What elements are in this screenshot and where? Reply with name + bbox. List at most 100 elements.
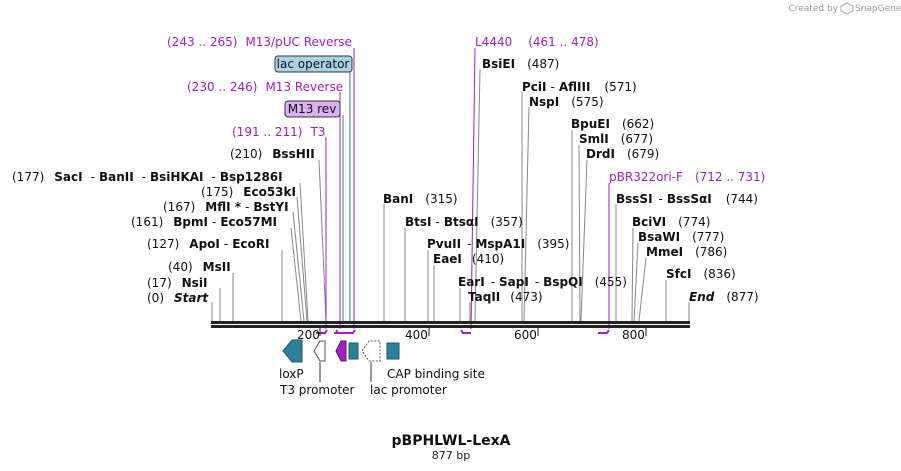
feature-lac-promoter-arrow[interactable] [361, 340, 381, 362]
site-bsti-sep: - [436, 215, 440, 229]
site-eco53ki-num: (175) [201, 185, 233, 199]
site-bsssi[interactable]: BssSI - BssSαI (744) [616, 192, 758, 206]
lac-operator-label[interactable]: lac operator [274, 55, 353, 73]
site-bpmi-sep: - [212, 215, 216, 229]
site-smli[interactable]: SmlI (677) [579, 132, 653, 146]
site-bcivi-num: (774) [678, 215, 710, 229]
site-mspa1i-name: MspA1I [475, 237, 525, 251]
feature-t3-promoter-arrow[interactable] [313, 340, 326, 362]
site-end-name: End [689, 290, 715, 304]
site-btsai-name: BtsαI [444, 215, 479, 229]
primer-m13rev[interactable]: (230 .. 246) M13 Reverse [187, 80, 343, 94]
site-saci-sep2: - [142, 170, 146, 184]
feature-cap-site-box[interactable] [386, 342, 400, 360]
primer-pbr322[interactable]: pBR322ori-F (712 .. 731) [609, 170, 765, 184]
credit-prefix: Created by [788, 4, 838, 14]
site-bpuei[interactable]: BpuEI (662) [571, 117, 654, 131]
site-bsti[interactable]: BtsI - BtsαI (357) [405, 215, 523, 229]
site-bsti-num: (357) [491, 215, 523, 229]
site-bani[interactable]: BanI (315) [383, 192, 458, 206]
site-msii[interactable]: (40) MsII [168, 260, 231, 274]
site-ecori-name: EcoRI [232, 237, 269, 251]
site-bcivi[interactable]: BciVI (774) [632, 215, 710, 229]
site-mfli-name: MflI * [205, 200, 241, 214]
site-bsssi-num: (744) [726, 192, 758, 206]
site-bsihkai-name: BsiHKAI [150, 170, 204, 184]
site-mmei-name: MmeI [646, 245, 683, 259]
site-eari[interactable]: EarI - SapI - BspQI (455) [458, 275, 627, 289]
site-sfci-num: (836) [703, 267, 735, 281]
site-bsiei[interactable]: BsiEI (487) [482, 57, 559, 71]
ruler-tick-800: 800 [622, 328, 645, 342]
site-eari-sep1: - [491, 275, 495, 289]
site-saci-name: SacI [54, 170, 82, 184]
site-smli-num: (677) [621, 132, 653, 146]
site-end[interactable]: End (877) [689, 290, 759, 304]
site-mfli[interactable]: (167) MflI * - BstYI [163, 200, 289, 214]
primer-pbr322-name: pBR322ori-F [609, 170, 683, 184]
site-taqii[interactable]: TaqII (473) [468, 290, 543, 304]
site-end-num: (877) [726, 290, 758, 304]
site-nsii[interactable]: (17) NsiI [147, 276, 207, 290]
site-eaei-name: EaeI [433, 252, 462, 266]
snapgene-credit[interactable]: Created by SnapGene [788, 2, 901, 15]
site-nsii-num: (17) [147, 276, 172, 290]
site-mmei-num: (786) [695, 245, 727, 259]
site-mmei[interactable]: MmeI (786) [646, 245, 727, 259]
site-bani-num: (315) [425, 192, 457, 206]
site-bsp1286i-name: Bsp1286I [220, 170, 283, 184]
site-eco53ki[interactable]: (175) Eco53kI [201, 185, 296, 199]
feature-loxp-arrow[interactable] [282, 339, 303, 363]
site-eari-num: (455) [595, 275, 627, 289]
site-pcii-num: (571) [604, 80, 636, 94]
primer-m13puc[interactable]: (243 .. 265) M13/pUC Reverse [167, 35, 352, 49]
m13-rev-label[interactable]: M13 rev [284, 100, 341, 118]
site-eco53ki-name: Eco53kI [243, 185, 296, 199]
site-nspi-num: (575) [571, 95, 603, 109]
site-apoi-num: (127) [147, 237, 179, 251]
primer-m13puc-range: (243 .. 265) [167, 35, 237, 49]
primer-m13puc-name: M13/pUC Reverse [245, 35, 352, 49]
site-nspi[interactable]: NspI (575) [529, 95, 604, 109]
site-apoi[interactable]: (127) ApoI - EcoRI [147, 237, 269, 251]
site-bsawi-name: BsaWI [638, 230, 680, 244]
site-apoi-name: ApoI [189, 237, 220, 251]
site-drdi-num: (679) [627, 147, 659, 161]
feature-m13-rev-arrow[interactable] [335, 340, 347, 362]
site-bsssai-name: BssSαI [667, 192, 712, 206]
ruler-tick-200: 200 [297, 328, 320, 342]
site-connectors [211, 68, 690, 322]
site-pcii[interactable]: PciI - AflIII (571) [522, 80, 637, 94]
primer-l4440[interactable]: L4440 (461 .. 478) [475, 35, 599, 49]
site-saci[interactable]: (177) SacI - BanII - BsiHKAI - Bsp1286I [12, 170, 283, 184]
site-drdi-name: DrdI [586, 147, 615, 161]
site-bsshii[interactable]: (210) BssHII [230, 147, 315, 161]
site-bpmi-num: (161) [131, 215, 163, 229]
primer-t3[interactable]: (191 .. 211) T3 [232, 125, 325, 139]
site-sapi-name: SapI [499, 275, 529, 289]
site-eari-name: EarI [458, 275, 485, 289]
snapgene-logo-icon [840, 2, 854, 15]
site-bsawi[interactable]: BsaWI (777) [638, 230, 724, 244]
site-bsshii-name: BssHII [272, 147, 314, 161]
site-eaei[interactable]: EaeI (410) [433, 252, 504, 266]
site-msii-name: MsII [203, 260, 231, 274]
feature-connectors [342, 70, 351, 321]
primer-pbr322-range: (712 .. 731) [695, 170, 765, 184]
site-mfli-num: (167) [163, 200, 195, 214]
ruler-tick-400: 400 [405, 328, 428, 342]
site-bstyi-name: BstYI [253, 200, 288, 214]
site-saci-sep3: - [212, 170, 216, 184]
site-bsawi-num: (777) [692, 230, 724, 244]
site-mfli-sep: - [245, 200, 249, 214]
plasmid-length: 877 bp [432, 449, 470, 462]
feature-cap-site-label: CAP binding site [387, 367, 485, 381]
site-start-num: (0) [147, 291, 164, 305]
site-bpmi[interactable]: (161) BpmI - Eco57MI [131, 215, 277, 229]
feature-lac-operator-box[interactable] [348, 342, 359, 360]
site-sfci[interactable]: SfcI (836) [666, 267, 736, 281]
site-drdi[interactable]: DrdI (679) [586, 147, 659, 161]
site-pvuii[interactable]: PvuII - MspA1I (395) [427, 237, 570, 251]
site-start[interactable]: (0) Start [147, 291, 209, 305]
